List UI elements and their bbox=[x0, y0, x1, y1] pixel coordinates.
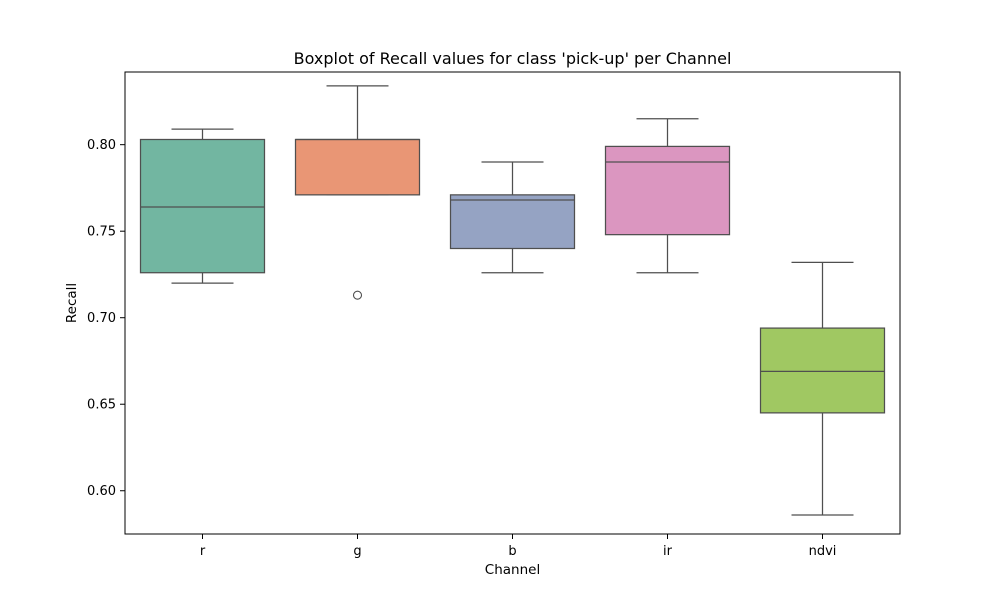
y-axis-label: Recall bbox=[64, 283, 80, 323]
box-group-ndvi bbox=[759, 261, 886, 516]
box bbox=[294, 138, 421, 196]
x-tick-label: r bbox=[200, 544, 206, 559]
y-tick-label: 0.65 bbox=[87, 398, 116, 413]
box-group-r bbox=[139, 128, 266, 284]
x-axis-label: Channel bbox=[485, 562, 540, 578]
x-axis: r g b ir ndvi bbox=[200, 534, 837, 559]
chart-title: Boxplot of Recall values for class 'pick… bbox=[294, 49, 732, 68]
box bbox=[139, 138, 266, 274]
plot-area bbox=[139, 85, 886, 516]
y-tick-label: 0.70 bbox=[87, 311, 116, 326]
x-tick-label: b bbox=[508, 544, 516, 559]
box-group-ir bbox=[604, 118, 731, 274]
y-axis: 0.60 0.65 0.70 0.75 0.80 bbox=[87, 138, 125, 499]
x-tick-label: ndvi bbox=[809, 544, 837, 559]
box bbox=[449, 194, 576, 250]
y-tick-label: 0.80 bbox=[87, 138, 116, 153]
x-tick-label: ir bbox=[663, 544, 673, 559]
y-tick-label: 0.60 bbox=[87, 484, 116, 499]
box bbox=[604, 145, 731, 236]
box-group-g bbox=[294, 85, 421, 300]
outlier-point bbox=[352, 290, 363, 300]
x-tick-label: g bbox=[353, 544, 361, 559]
box-group-b bbox=[449, 161, 576, 274]
box bbox=[759, 327, 886, 414]
y-tick-label: 0.75 bbox=[87, 225, 116, 240]
